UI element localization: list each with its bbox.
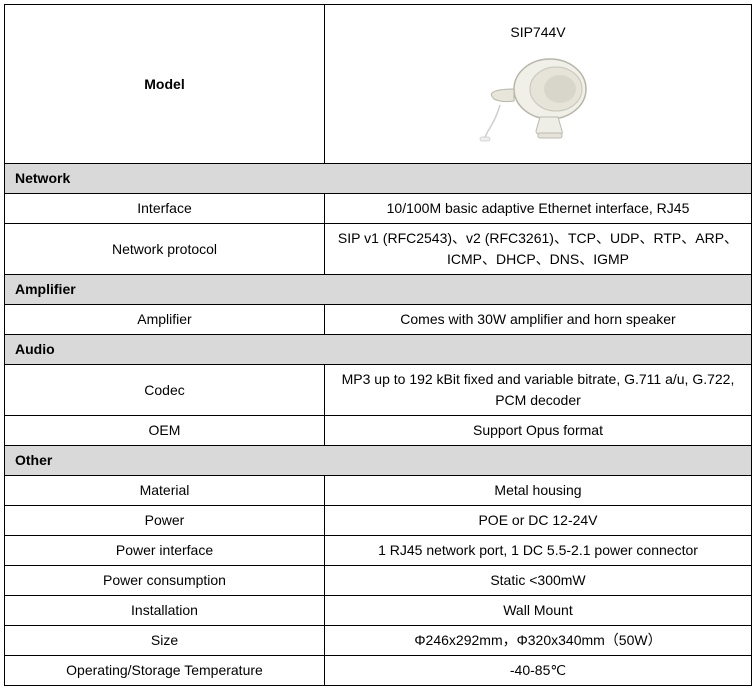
product-name: SIP744V [331, 22, 745, 43]
value-power-interface: 1 RJ45 network port, 1 DC 5.5-2.1 power … [325, 536, 752, 566]
label-protocol: Network protocol [5, 224, 325, 275]
section-other: Other [5, 446, 752, 476]
value-installation: Wall Mount [325, 596, 752, 626]
label-power: Power [5, 506, 325, 536]
value-amplifier: Comes with 30W amplifier and horn speake… [325, 305, 752, 335]
row-interface: Interface 10/100M basic adaptive Etherne… [5, 194, 752, 224]
row-codec: Codec MP3 up to 192 kBit fixed and varia… [5, 365, 752, 416]
model-label-cell: Model [5, 5, 325, 164]
row-power-consumption: Power consumption Static <300mW [5, 566, 752, 596]
spec-table: Model SIP744V Network Interface 10/100M … [4, 4, 752, 686]
model-value-cell: SIP744V [325, 5, 752, 164]
label-power-consumption: Power consumption [5, 566, 325, 596]
label-size: Size [5, 626, 325, 656]
section-network: Network [5, 164, 752, 194]
header-row: Model SIP744V [5, 5, 752, 164]
value-power-consumption: Static <300mW [325, 566, 752, 596]
row-temperature: Operating/Storage Temperature -40-85℃ [5, 656, 752, 686]
model-label: Model [144, 76, 184, 92]
row-amplifier: Amplifier Comes with 30W amplifier and h… [5, 305, 752, 335]
value-power: POE or DC 12-24V [325, 506, 752, 536]
label-codec: Codec [5, 365, 325, 416]
section-audio: Audio [5, 335, 752, 365]
label-amplifier: Amplifier [5, 305, 325, 335]
row-material: Material Metal housing [5, 476, 752, 506]
horn-speaker-image [478, 47, 598, 147]
value-interface: 10/100M basic adaptive Ethernet interfac… [325, 194, 752, 224]
label-interface: Interface [5, 194, 325, 224]
label-oem: OEM [5, 416, 325, 446]
label-installation: Installation [5, 596, 325, 626]
row-oem: OEM Support Opus format [5, 416, 752, 446]
label-temperature: Operating/Storage Temperature [5, 656, 325, 686]
value-protocol: SIP v1 (RFC2543)、v2 (RFC3261)、TCP、UDP、RT… [325, 224, 752, 275]
value-size: Φ246x292mm，Φ320x340mm（50W） [325, 626, 752, 656]
value-temperature: -40-85℃ [325, 656, 752, 686]
row-power: Power POE or DC 12-24V [5, 506, 752, 536]
row-installation: Installation Wall Mount [5, 596, 752, 626]
row-power-interface: Power interface 1 RJ45 network port, 1 D… [5, 536, 752, 566]
value-oem: Support Opus format [325, 416, 752, 446]
value-material: Metal housing [325, 476, 752, 506]
label-material: Material [5, 476, 325, 506]
section-amplifier: Amplifier [5, 275, 752, 305]
label-power-interface: Power interface [5, 536, 325, 566]
row-size: Size Φ246x292mm，Φ320x340mm（50W） [5, 626, 752, 656]
row-protocol: Network protocol SIP v1 (RFC2543)、v2 (RF… [5, 224, 752, 275]
value-codec: MP3 up to 192 kBit fixed and variable bi… [325, 365, 752, 416]
